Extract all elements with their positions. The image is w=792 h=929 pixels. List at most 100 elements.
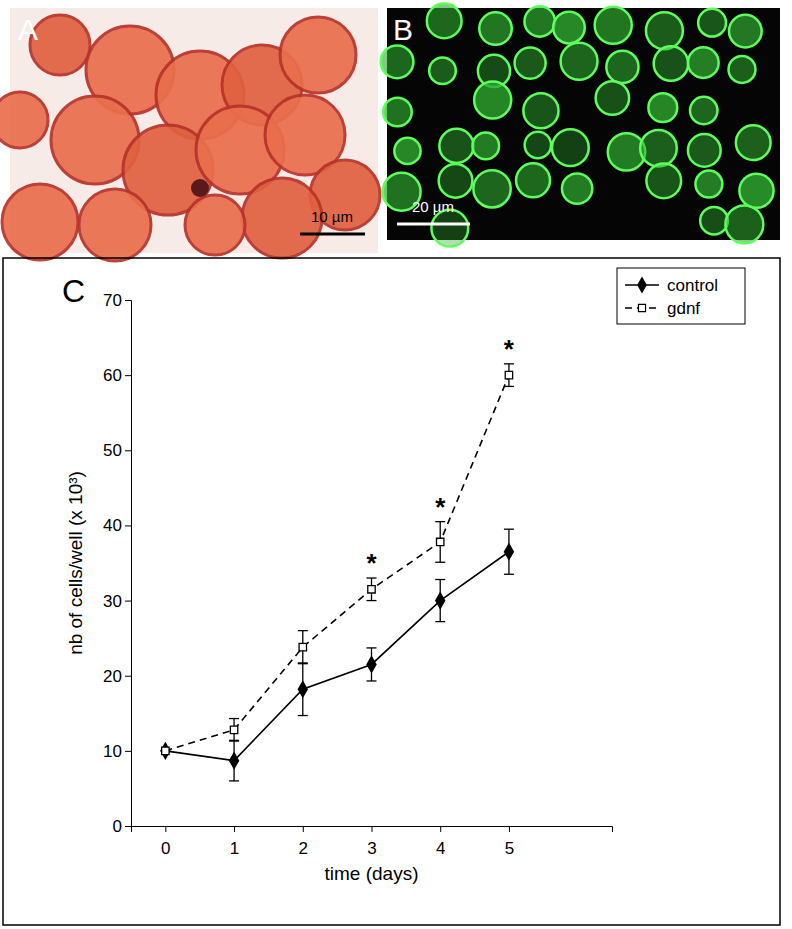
y-tick-mark bbox=[125, 375, 131, 376]
x-tick: 5 bbox=[505, 826, 514, 858]
cell bbox=[736, 125, 771, 160]
cell bbox=[688, 47, 719, 78]
cell bbox=[654, 46, 688, 80]
y-tick: 0 bbox=[113, 817, 131, 836]
y-tick-label: 30 bbox=[103, 592, 122, 611]
marker bbox=[367, 657, 376, 673]
cell bbox=[381, 45, 414, 78]
scale-bar-label: 10 µm bbox=[311, 208, 353, 225]
error-bar-cap bbox=[435, 562, 445, 563]
x-tick-label: 3 bbox=[367, 839, 376, 858]
legend: control gdnf bbox=[617, 268, 745, 324]
error-bar bbox=[435, 522, 445, 563]
cell bbox=[561, 43, 598, 80]
marker bbox=[368, 586, 375, 593]
y-tick-label: 70 bbox=[103, 291, 122, 310]
marker bbox=[299, 643, 306, 650]
cell bbox=[280, 17, 356, 93]
x-tick-mark bbox=[440, 826, 441, 832]
marker bbox=[436, 593, 445, 609]
error-bar-cap bbox=[367, 680, 377, 681]
marker bbox=[504, 544, 513, 560]
y-tick-label: 60 bbox=[103, 366, 122, 385]
legend-label: gdnf bbox=[667, 299, 700, 318]
error-bar-cap bbox=[367, 600, 377, 601]
error-bar bbox=[367, 578, 377, 601]
cell bbox=[310, 160, 380, 230]
cell bbox=[729, 15, 762, 48]
cell bbox=[479, 12, 512, 45]
error-bar bbox=[298, 631, 308, 664]
x-tick: 2 bbox=[299, 826, 308, 858]
error-bar-cap bbox=[298, 663, 308, 664]
scale-bar bbox=[397, 223, 470, 226]
cell bbox=[646, 164, 681, 199]
cell bbox=[429, 57, 456, 84]
marker bbox=[161, 743, 170, 759]
x-tick: 3 bbox=[367, 826, 376, 858]
annotation: * bbox=[366, 548, 377, 578]
y-tick: 10 bbox=[103, 742, 131, 761]
x-tick: 4 bbox=[436, 826, 445, 858]
cell bbox=[2, 184, 78, 260]
y-tick-mark bbox=[125, 676, 131, 677]
cell bbox=[562, 173, 592, 203]
error-bar bbox=[298, 663, 308, 716]
marker bbox=[505, 371, 512, 378]
y-tick-label: 40 bbox=[103, 516, 122, 535]
error-bar bbox=[367, 648, 377, 681]
y-tick-label: 10 bbox=[103, 742, 122, 761]
x-tick-mark bbox=[234, 826, 235, 832]
error-bar bbox=[504, 364, 514, 387]
error-bar-cap bbox=[435, 579, 445, 580]
error-bar-cap bbox=[298, 630, 308, 631]
cell bbox=[383, 98, 412, 127]
y-tick: 20 bbox=[103, 667, 131, 686]
error-bar bbox=[229, 719, 239, 742]
legend-box bbox=[617, 268, 745, 324]
cell bbox=[523, 93, 558, 128]
panel-b-background bbox=[387, 8, 780, 240]
x-axis: 0 1 2 3 4 5 bbox=[132, 826, 613, 858]
x-tick-label: 0 bbox=[161, 839, 170, 858]
cell bbox=[648, 93, 677, 122]
cell bbox=[427, 4, 462, 39]
panel-label: B bbox=[393, 13, 413, 46]
panel-label: A bbox=[18, 13, 38, 46]
error-bar-cap bbox=[298, 715, 308, 716]
error-bar bbox=[435, 580, 445, 622]
y-axis-title: nb of cells/well (x 10³) bbox=[65, 471, 86, 655]
legend-marker bbox=[638, 304, 645, 311]
cell bbox=[695, 171, 722, 198]
cell bbox=[394, 138, 420, 164]
cell bbox=[524, 6, 554, 36]
cell bbox=[646, 12, 683, 49]
cell bbox=[185, 195, 245, 255]
cell bbox=[439, 129, 473, 163]
series-line bbox=[165, 552, 509, 761]
y-tick-mark bbox=[125, 450, 131, 451]
y-tick-mark bbox=[125, 826, 131, 827]
cell bbox=[515, 48, 546, 79]
y-tick: 50 bbox=[103, 441, 131, 460]
x-tick-mark bbox=[509, 826, 510, 832]
error-bar-cap bbox=[229, 718, 239, 719]
annotation: * bbox=[435, 492, 446, 522]
plot-area bbox=[161, 364, 514, 781]
legend-label: control bbox=[667, 276, 718, 295]
error-bar-cap bbox=[504, 529, 514, 530]
cell bbox=[0, 92, 48, 148]
panel-c: C010203040506070012345time (days)nb of c… bbox=[3, 258, 780, 925]
cell bbox=[474, 81, 511, 118]
error-bar bbox=[229, 740, 239, 781]
y-tick-mark bbox=[125, 525, 131, 526]
panel-a: A 10 µm bbox=[0, 8, 380, 261]
cell bbox=[690, 97, 717, 124]
cell bbox=[79, 189, 151, 261]
cell-debris bbox=[191, 179, 209, 197]
annotation: * bbox=[504, 334, 515, 364]
cell bbox=[431, 210, 468, 247]
cell bbox=[640, 130, 677, 167]
x-tick-label: 1 bbox=[230, 839, 239, 858]
x-tick-label: 5 bbox=[505, 839, 514, 858]
